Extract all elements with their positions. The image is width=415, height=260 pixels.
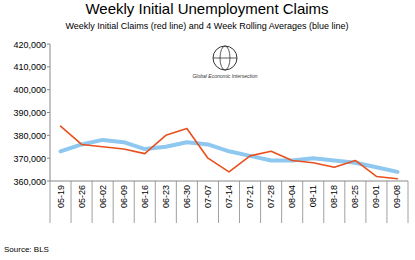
category-separator [302,181,303,223]
category-separator [50,181,51,223]
x-tick-label: 05-26 [77,185,87,208]
logo-globe [213,46,237,70]
category-separator [92,181,93,223]
x-tick-label: 07-28 [266,185,276,208]
logo [213,46,237,70]
x-tick-label: 06-02 [98,185,108,208]
x-tick-label: 06-16 [140,185,150,208]
category-separator [386,181,387,223]
average-line [61,140,398,172]
claims-line [61,126,398,179]
x-axis [50,181,408,182]
y-tick-label: 390,000 [13,108,46,118]
x-tick-label: 07-14 [224,185,234,208]
logo-text: Global Economic Intersection [192,73,257,79]
x-tick-label: 09-08 [392,185,402,208]
category-separator [176,181,177,223]
category-separator [365,181,366,223]
x-tick-label: 08-11 [308,185,318,207]
x-tick-label: 07-21 [245,185,255,208]
x-tick-label: 06-23 [161,185,171,208]
category-separator [71,181,72,223]
x-tick-label: 07-07 [203,185,213,208]
title: Weekly Initial Unemployment Claims [85,0,328,17]
category-separator [113,181,114,223]
y-tick-label: 410,000 [13,62,46,72]
x-tick-label: 06-09 [119,185,129,208]
category-separator [323,181,324,223]
plot-area [61,126,398,179]
category-separator [260,181,261,223]
category-separator [281,181,282,223]
y-tick-label: 380,000 [13,131,46,141]
chart: Weekly Initial Unemployment Claims Weekly… [0,0,415,260]
x-tick-label: 08-25 [350,185,360,208]
x-tick-label: 06-30 [182,185,192,208]
y-tick-label: 420,000 [13,40,46,50]
logo-globe [213,58,237,59]
y-tick-label: 400,000 [13,85,46,95]
x-tick-label: 09-01 [371,185,381,208]
x-tick-label: 08-18 [329,185,339,208]
x-tick-label: 08-04 [287,185,297,208]
category-separator [239,181,240,223]
category-separator [218,181,219,223]
category-separator [408,181,409,223]
y-tick-label: 360,000 [13,177,46,187]
category-separator [344,181,345,223]
y-tick-label: 370,000 [13,154,46,164]
source: Source: BLS [4,245,49,254]
y-axis [50,44,51,181]
category-separator [134,181,135,223]
x-tick-label: 05-19 [56,185,66,208]
subtitle: Weekly Initial Claims (red line) and 4 W… [65,21,348,31]
category-separator [197,181,198,223]
category-separator [155,181,156,223]
